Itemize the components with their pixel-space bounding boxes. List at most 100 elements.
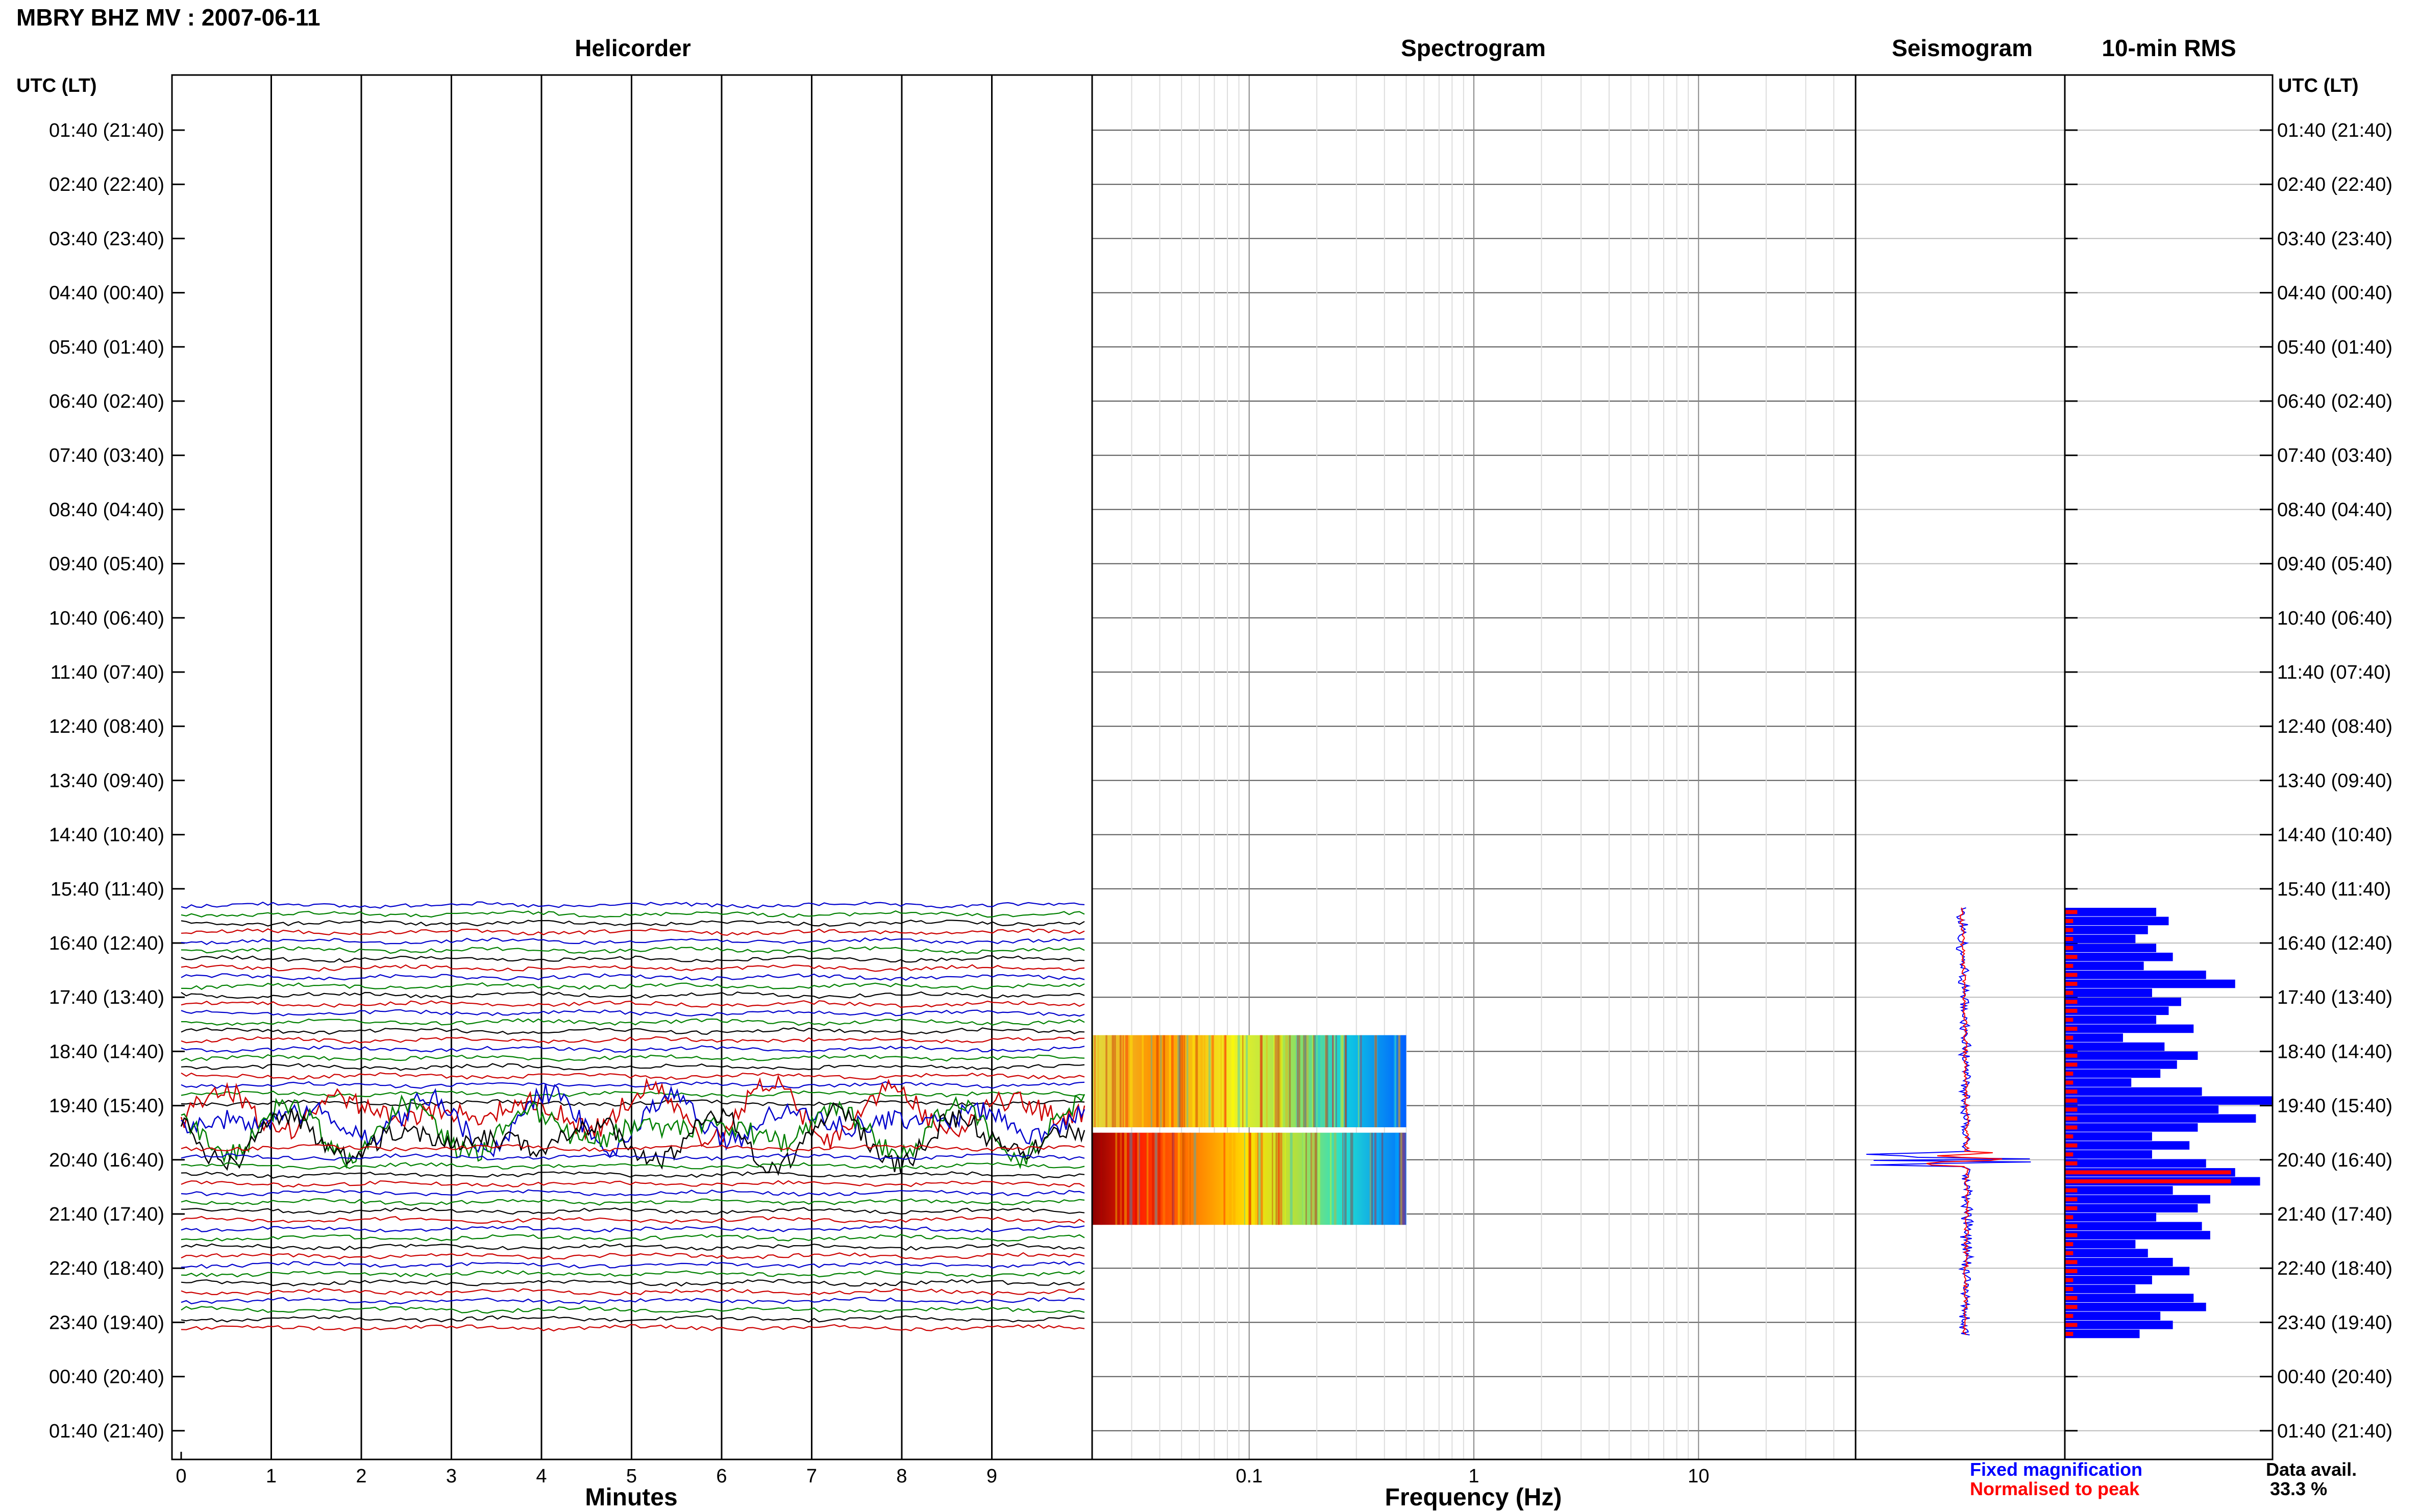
row-label-right: 00:40 (20:40)	[2277, 1367, 2392, 1388]
rms-bar-fixed	[2065, 1105, 2219, 1114]
helicorder-trace	[181, 1099, 1085, 1107]
row-label-left: 17:40 (13:40)	[49, 987, 164, 1008]
frequency-tick-label: 10	[1688, 1466, 1709, 1487]
helicorder-trace	[181, 964, 1085, 972]
rms-bar-fixed	[2065, 907, 2157, 916]
helicorder-traces	[180, 901, 1085, 1332]
helicorder-trace	[181, 1027, 1085, 1035]
row-label-right: 01:40 (21:40)	[2277, 120, 2392, 141]
row-label-right: 04:40 (00:40)	[2277, 283, 2392, 304]
row-label-left: 19:40 (15:40)	[49, 1096, 164, 1117]
rms-bar-fixed	[2065, 1015, 2157, 1024]
rms-bar-fixed	[2065, 1141, 2190, 1150]
helicorder-trace	[181, 991, 1085, 999]
data-avail-value: 33.3 %	[2270, 1478, 2327, 1499]
helicorder-trace	[181, 1000, 1085, 1008]
helicorder-trace	[181, 1207, 1085, 1215]
rms-bar-normalised	[2065, 1116, 2078, 1121]
rms-bar-fixed	[2065, 988, 2152, 997]
rms-bar-fixed	[2065, 944, 2157, 952]
row-label-left: 12:40 (08:40)	[49, 716, 164, 737]
row-label-left: 04:40 (00:40)	[49, 283, 164, 304]
axis-labels: 01:40 (21:40) 01:40 (21:40) 02:40 (22:40) 0…	[49, 120, 2392, 1487]
rms-bar-fixed	[2065, 1329, 2140, 1339]
minute-tick-label: 7	[806, 1466, 817, 1487]
panel-frame	[2064, 74, 2274, 1460]
helicorder-trace	[181, 1018, 1085, 1026]
rms-bar-fixed	[2065, 1267, 2190, 1276]
rms-bar-fixed	[2065, 1231, 2210, 1240]
rms-title: 10-min RMS	[2102, 35, 2236, 61]
rms-bar-fixed	[2065, 1114, 2256, 1123]
row-label-right: 12:40 (08:40)	[2277, 716, 2392, 737]
rms-bar-fixed	[2065, 1078, 2132, 1087]
row-label-left: 03:40 (23:40)	[49, 228, 164, 250]
row-label-right: 15:40 (11:40)	[2277, 879, 2391, 900]
row-label-right: 17:40 (13:40)	[2277, 987, 2392, 1008]
helicorder-trace	[181, 1009, 1085, 1017]
rms-bar-fixed	[2065, 1033, 2123, 1042]
rms-bar-normalised	[2065, 1269, 2078, 1273]
row-label-right: 02:40 (22:40)	[2277, 174, 2392, 195]
helicorder-trace	[181, 1094, 1085, 1170]
rms-bar-normalised	[2065, 973, 2078, 977]
helicorder-trace	[181, 1162, 1085, 1170]
minute-tick-label: 8	[896, 1466, 907, 1487]
rms-bar-normalised	[2065, 990, 2074, 995]
rms-bar-normalised	[2065, 1035, 2074, 1040]
rms-bar-fixed	[2065, 916, 2169, 926]
minute-tick-label: 3	[446, 1466, 457, 1487]
spectrogram-title: Spectrogram	[1401, 35, 1546, 61]
rms-bar-normalised	[2065, 1071, 2074, 1076]
frequency-tick-label: 0.1	[1236, 1466, 1263, 1487]
helicorder-trace	[181, 1180, 1085, 1188]
rms-bar-fixed	[2065, 1186, 2173, 1195]
helicorder-trace	[181, 1225, 1085, 1233]
seismogram-normalised-trace	[1926, 907, 2003, 1335]
row-label-left: 07:40 (03:40)	[49, 445, 164, 466]
rms-bar-fixed	[2065, 1222, 2202, 1231]
rms-bar-normalised	[2065, 1018, 2074, 1022]
helicorder-trace	[181, 1216, 1085, 1224]
helicorder-trace	[181, 1234, 1085, 1242]
rms-bar-normalised	[2065, 1098, 2078, 1103]
helicorder-trace	[181, 1063, 1085, 1071]
rms-bar-fixed	[2065, 1284, 2136, 1294]
rms-bar-fixed	[2065, 1132, 2152, 1141]
rms-bar-fixed	[2065, 934, 2136, 944]
helicorder-trace	[181, 1279, 1085, 1287]
rms-bar-normalised	[2065, 1000, 2078, 1004]
rms-bar-normalised	[2065, 1008, 2078, 1013]
data-avail-label: Data avail.	[2266, 1459, 2357, 1480]
minute-tick-label: 5	[626, 1466, 637, 1487]
helicorder-trace	[181, 1198, 1085, 1206]
row-label-right: 03:40 (23:40)	[2277, 228, 2392, 250]
helicorder-trace	[181, 973, 1085, 981]
helicorder-trace	[181, 1243, 1085, 1251]
rms-bar-fixed	[2065, 1150, 2152, 1159]
helicorder-trace	[181, 1261, 1085, 1269]
rms-bar-fixed	[2065, 1069, 2161, 1078]
rms-bar-fixed	[2065, 997, 2181, 1006]
helicorder-trace	[181, 946, 1085, 954]
legend-normalised: Normalised to peak	[1970, 1478, 2140, 1499]
rms-bar-normalised	[2065, 1188, 2078, 1193]
row-label-right: 01:40 (21:40)	[2277, 1421, 2392, 1442]
rms-bar-fixed	[2065, 1195, 2210, 1204]
frequency-axis-label: Frequency (Hz)	[1385, 1484, 1562, 1511]
row-label-left: 21:40 (17:40)	[49, 1204, 164, 1225]
helicorder-trace	[181, 1270, 1085, 1278]
rms-bar-fixed	[2065, 1006, 2169, 1015]
row-label-left: 01:40 (21:40)	[49, 120, 164, 141]
row-label-right: 16:40 (12:40)	[2277, 933, 2392, 954]
rms-bar-normalised	[2065, 1278, 2074, 1282]
minute-tick-label: 9	[986, 1466, 997, 1487]
rms-bar-normalised	[2065, 946, 2074, 950]
helicorder-trace	[181, 920, 1085, 927]
rms-bar-normalised	[2065, 1125, 2078, 1130]
rms-bar-normalised	[2065, 1206, 2078, 1210]
row-label-right: 14:40 (10:40)	[2277, 825, 2392, 846]
helicorder-trace	[181, 910, 1085, 918]
rms-bar-fixed	[2065, 1123, 2198, 1132]
rms-bar-normalised	[2065, 1143, 2078, 1148]
